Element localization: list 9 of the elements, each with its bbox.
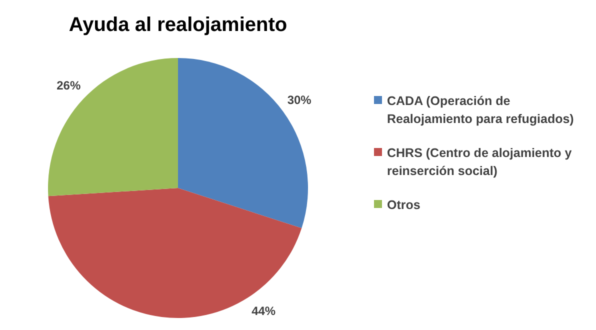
pie-slice [48, 188, 302, 318]
legend-label: CADA (Operación de Realojamiento para refugiados) [387, 93, 575, 128]
data-label: 44% [252, 304, 276, 318]
data-label: 30% [287, 92, 312, 107]
pie-slice [48, 58, 178, 196]
chart-title: Ayuda al realojamiento [68, 14, 288, 37]
legend-label: Otros [387, 197, 420, 214]
legend-label: CHRS (Centro de alojamiento y reinserción social) [387, 145, 573, 180]
data-label: 26% [56, 78, 81, 92]
